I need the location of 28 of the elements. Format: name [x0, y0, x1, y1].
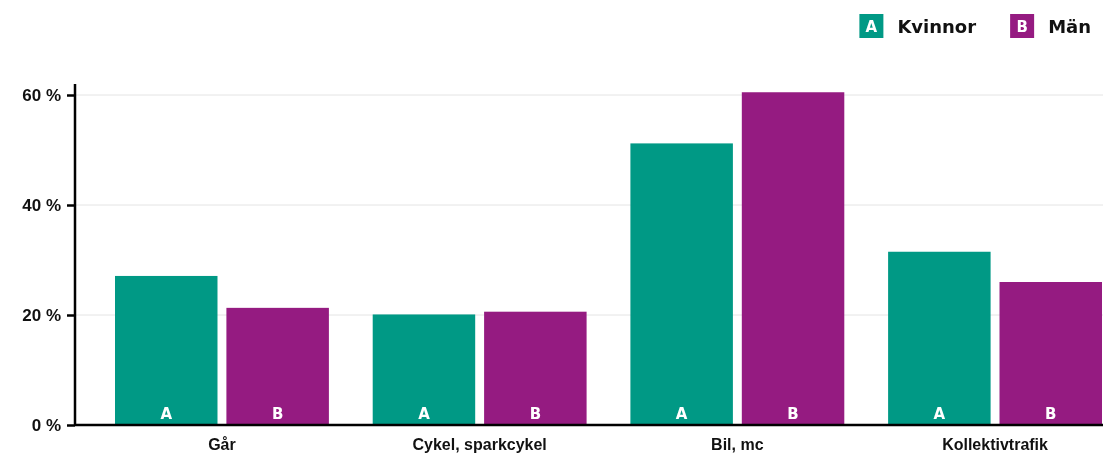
bar [630, 143, 733, 425]
bar [741, 92, 845, 425]
bar [226, 307, 329, 425]
text: A [865, 18, 878, 36]
data-label: B [271, 405, 284, 423]
data-label: A [933, 405, 946, 423]
x-tick-label: Kollektivtrafik [942, 436, 1049, 454]
bar [999, 282, 1102, 425]
text: B [1016, 18, 1028, 36]
x-tick-label: Går [208, 436, 236, 454]
data-label: A [160, 405, 173, 423]
data-label: B [787, 405, 799, 423]
bar [484, 311, 587, 425]
data-label: B [529, 405, 542, 423]
data-label: A [675, 405, 688, 423]
y-tick-label: 0 % [31, 415, 61, 435]
y-tick-label: 40 % [22, 195, 61, 215]
y-tick-label: 60 % [22, 85, 61, 105]
bar [115, 275, 218, 425]
x-tick-label: Bil, mc [711, 436, 764, 454]
bar [888, 251, 991, 425]
data-label: B [1045, 405, 1057, 423]
legend-label: Män [1048, 16, 1091, 37]
y-tick-label: 20 % [22, 305, 61, 325]
legend-label: Kvinnor [897, 16, 977, 37]
data-label: A [418, 405, 431, 423]
x-tick-label: Cykel, sparkcykel [412, 436, 547, 454]
bar [372, 314, 476, 425]
